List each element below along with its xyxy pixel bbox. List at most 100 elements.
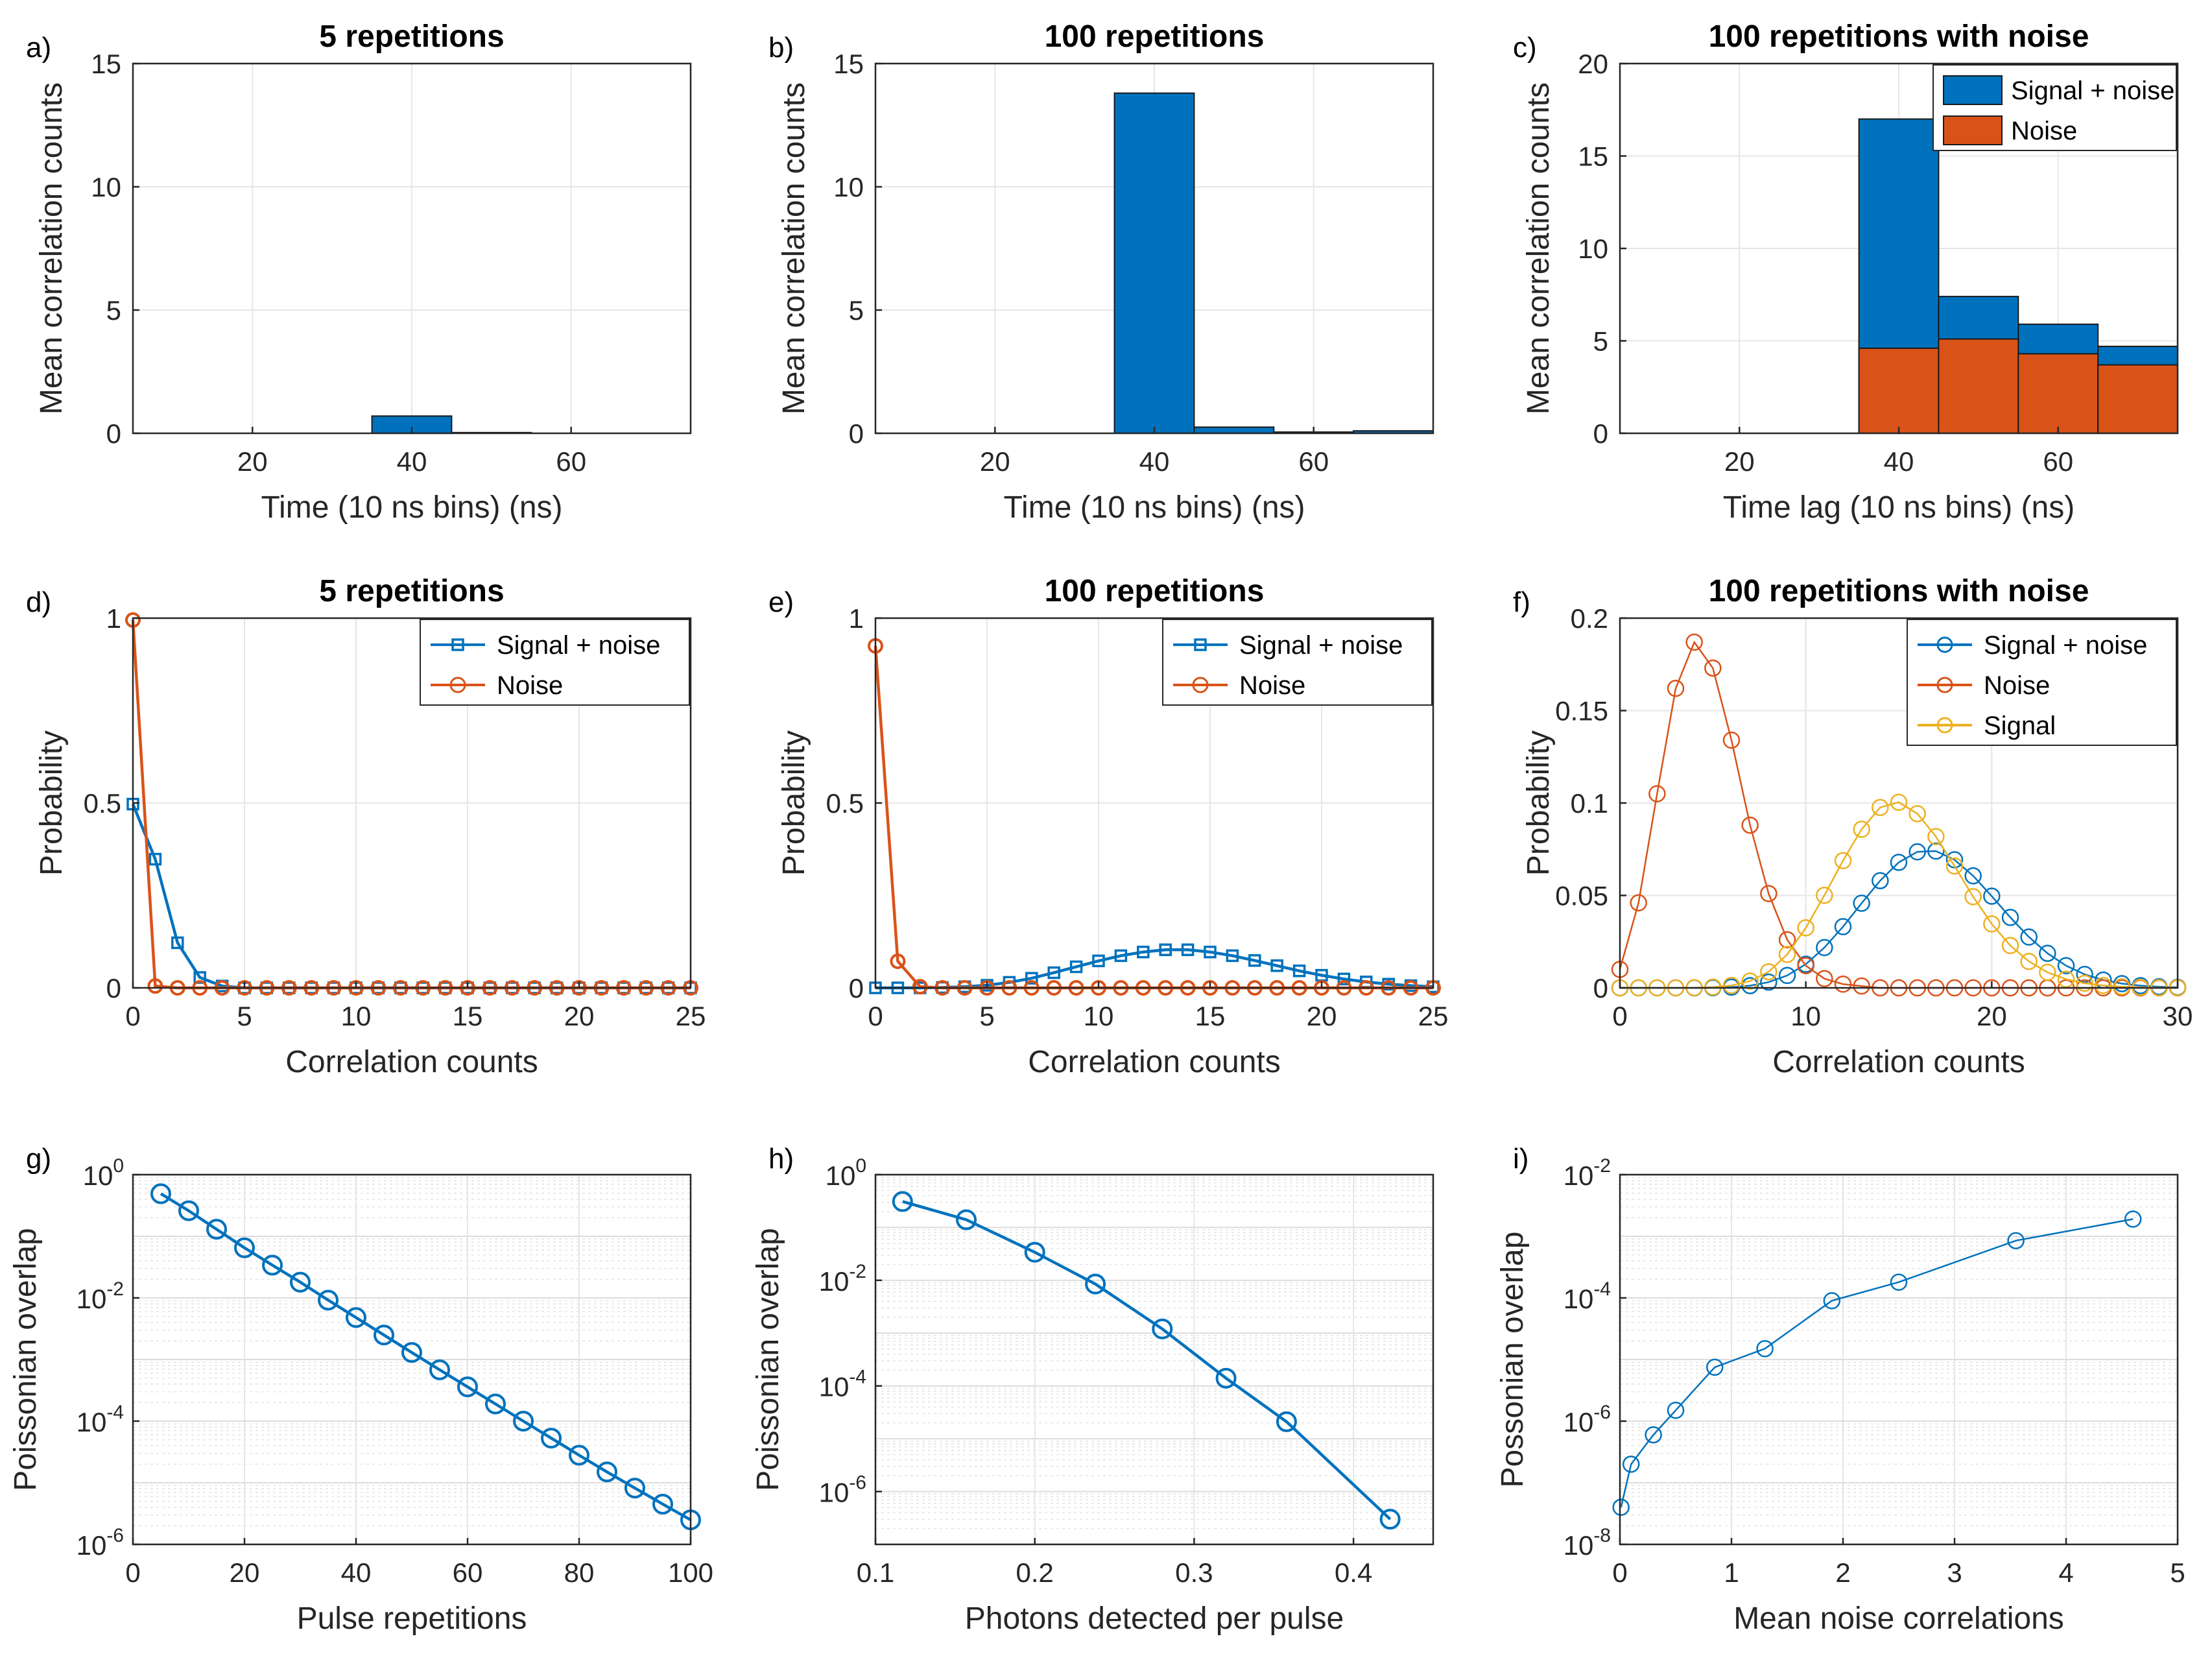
data-point [1964,888,1982,905]
data-point [1215,1367,1237,1389]
axes-box [874,1173,1434,1546]
data-point [1816,970,1833,987]
y-tick-label: 10-6 [819,1472,866,1508]
data-point [1612,1498,1630,1516]
data-point [2007,1232,2025,1249]
y-tick-label: 10-2 [1564,1155,1611,1191]
data-point [652,1493,673,1515]
data-point [2113,978,2131,996]
x-tick-label: 20 [1724,446,1755,477]
data-point [401,1342,422,1363]
data-point [1152,1318,1173,1339]
chart-title: 5 repetitions [319,19,504,54]
legend: Signal + noise Noise [1162,619,1433,706]
y-tick-label: 10-2 [819,1261,866,1297]
data-point [1226,949,1239,963]
y-tick-label: 10-4 [77,1402,124,1437]
y-tick-base: 10 [819,1266,850,1297]
data-point [1756,1340,1774,1358]
y-axis-label: Mean correlation counts [777,82,811,414]
series-line [902,1200,1392,1520]
data-point [1630,894,1647,912]
data-point [1379,1509,1401,1530]
data-point [1778,931,1796,949]
data-point [1823,1292,1841,1310]
y-tick-label: 0.5 [826,788,864,819]
y-tick-base: 10 [77,1407,107,1437]
data-point [892,1191,913,1212]
data-point [1797,919,1814,937]
bar [1858,347,1940,435]
chart-panel-c: 20 40 60 0 5 10 15 20 100 repetitions with noise… [1513,19,2179,525]
data-point [1927,828,1945,846]
panel-letter: g) [26,1143,51,1175]
data-point [1945,857,1964,875]
x-tick-label: 20 [237,446,268,477]
bar [2097,364,2178,434]
y-tick-exponent: -6 [1593,1402,1611,1423]
y-tick-base: 10 [1564,1530,1594,1561]
data-point [1137,945,1150,959]
y-axis-label: Mean correlation counts [34,82,69,414]
legend-marker [1936,636,1953,653]
data-point [1872,798,1889,817]
y-tick-label: 10 [91,172,121,202]
bar [1193,426,1275,434]
data-point [1025,972,1038,985]
plot-area [875,1175,1433,1544]
data-point [912,979,928,995]
y-tick-label: 10-4 [819,1367,866,1402]
y-tick-exponent: 0 [113,1155,124,1177]
y-tick-label: 10 [833,172,864,202]
y-tick-label: 100 [826,1155,866,1191]
y-tick-exponent: -4 [1593,1278,1611,1300]
data-point [178,1200,199,1221]
data-point [1276,1411,1297,1432]
panel-letter: f) [1513,586,1530,618]
data-point [1927,842,1945,860]
y-tick-label: 0.05 [1555,881,1608,911]
y-tick-label: 15 [91,49,121,79]
data-point [2020,952,2038,970]
legend-box [420,619,690,706]
x-tick-label: 100 [668,1557,713,1588]
x-tick-label: 15 [453,1001,483,1031]
data-point [597,1461,617,1483]
data-point [1890,854,1908,871]
y-tick-base: 10 [819,1478,850,1508]
y-axis-label: Probability [34,730,69,876]
y-tick-label: 15 [1578,141,1608,172]
chart-title: 100 repetitions with noise [1709,574,2089,608]
data-point [1085,1273,1106,1295]
x-tick-label: 10 [1084,1001,1114,1031]
bar [1938,338,2019,435]
data-point [1778,946,1796,963]
x-tick-label: 20 [980,446,1010,477]
legend-label: Signal + noise [1239,631,1403,660]
data-point [1292,965,1306,977]
data-point [147,978,163,994]
chart-panel-a: 20 40 60 0 5 10 15 5 repetitions Time (10 ns bin… [26,19,692,525]
y-tick-label: 1 [106,603,121,634]
legend-marker [1192,677,1209,693]
data-point [262,1254,283,1276]
y-tick-exponent: -4 [849,1367,866,1388]
y-tick-label: 0.1 [1571,788,1608,819]
data-point [1964,867,1982,885]
y-tick-label: 5 [849,295,864,326]
data-point [1047,966,1060,979]
data-point [2076,965,2093,983]
data-point [513,1411,534,1432]
y-tick-exponent: -2 [1593,1155,1611,1177]
x-axis-label: Mean noise correlations [1733,1601,2064,1636]
x-tick-label: 40 [1139,446,1170,477]
x-tick-label: 1 [1724,1557,1739,1588]
bar [2017,353,2099,435]
data-point [1645,1426,1662,1444]
y-tick-label: 0 [1593,418,1608,449]
x-axis-label: Time (10 ns bins) (ns) [261,490,563,525]
x-tick-label: 20 [564,1001,595,1031]
